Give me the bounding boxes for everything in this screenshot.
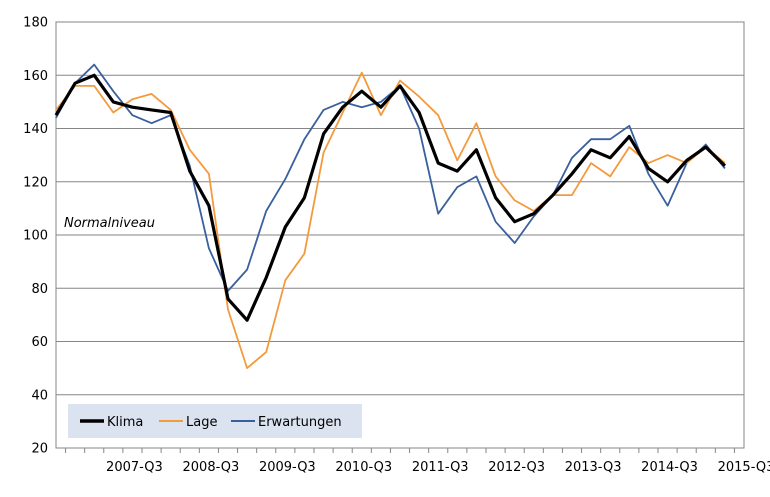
legend-label-klima: Klima [107, 415, 143, 430]
legend-background [68, 404, 362, 438]
y-tick-label-40: 40 [31, 388, 48, 403]
x-tick-label-2007-Q3: 2007-Q3 [106, 460, 163, 475]
legend-label-lage: Lage [186, 415, 217, 430]
y-tick-label-160: 160 [23, 69, 48, 84]
y-tick-label-80: 80 [31, 282, 48, 297]
x-tick-label-2013-Q3: 2013-Q3 [565, 460, 622, 475]
gridlines [56, 74, 744, 396]
y-tick-label-120: 120 [23, 175, 48, 190]
y-tick-label-180: 180 [23, 16, 48, 31]
series-line-erwartungen [55, 63, 726, 292]
annotation-normalniveau: Normalniveau [64, 216, 155, 231]
x-tick-label-2015-Q3: 2015-Q3 [718, 460, 770, 475]
y-tick-label-60: 60 [31, 335, 48, 350]
series-line-klima [54, 73, 727, 322]
x-tick-label-2011-Q3: 2011-Q3 [412, 460, 469, 475]
x-tick-label-2010-Q3: 2010-Q3 [335, 460, 392, 475]
legend-label-erwartungen: Erwartungen [258, 415, 342, 430]
legend: Klima Lage Erwartungen [68, 404, 362, 438]
x-tick-label-2012-Q3: 2012-Q3 [488, 460, 545, 475]
x-tick-label-2009-Q3: 2009-Q3 [259, 460, 316, 475]
x-axis-ticks: 2007-Q3 2008-Q3 2009-Q3 2010-Q3 2011-Q3 2012-… [65, 448, 770, 475]
x-tick-label-2008-Q3: 2008-Q3 [183, 460, 240, 475]
y-axis-ticks: 20 40 60 80 100 120 140 160 180 [23, 16, 48, 457]
y-tick-label-20: 20 [31, 442, 48, 457]
y-tick-label-140: 140 [23, 122, 48, 137]
x-tick-label-2014-Q3: 2014-Q3 [641, 460, 698, 475]
series-lines [54, 63, 727, 370]
y-tick-label-100: 100 [23, 229, 48, 244]
